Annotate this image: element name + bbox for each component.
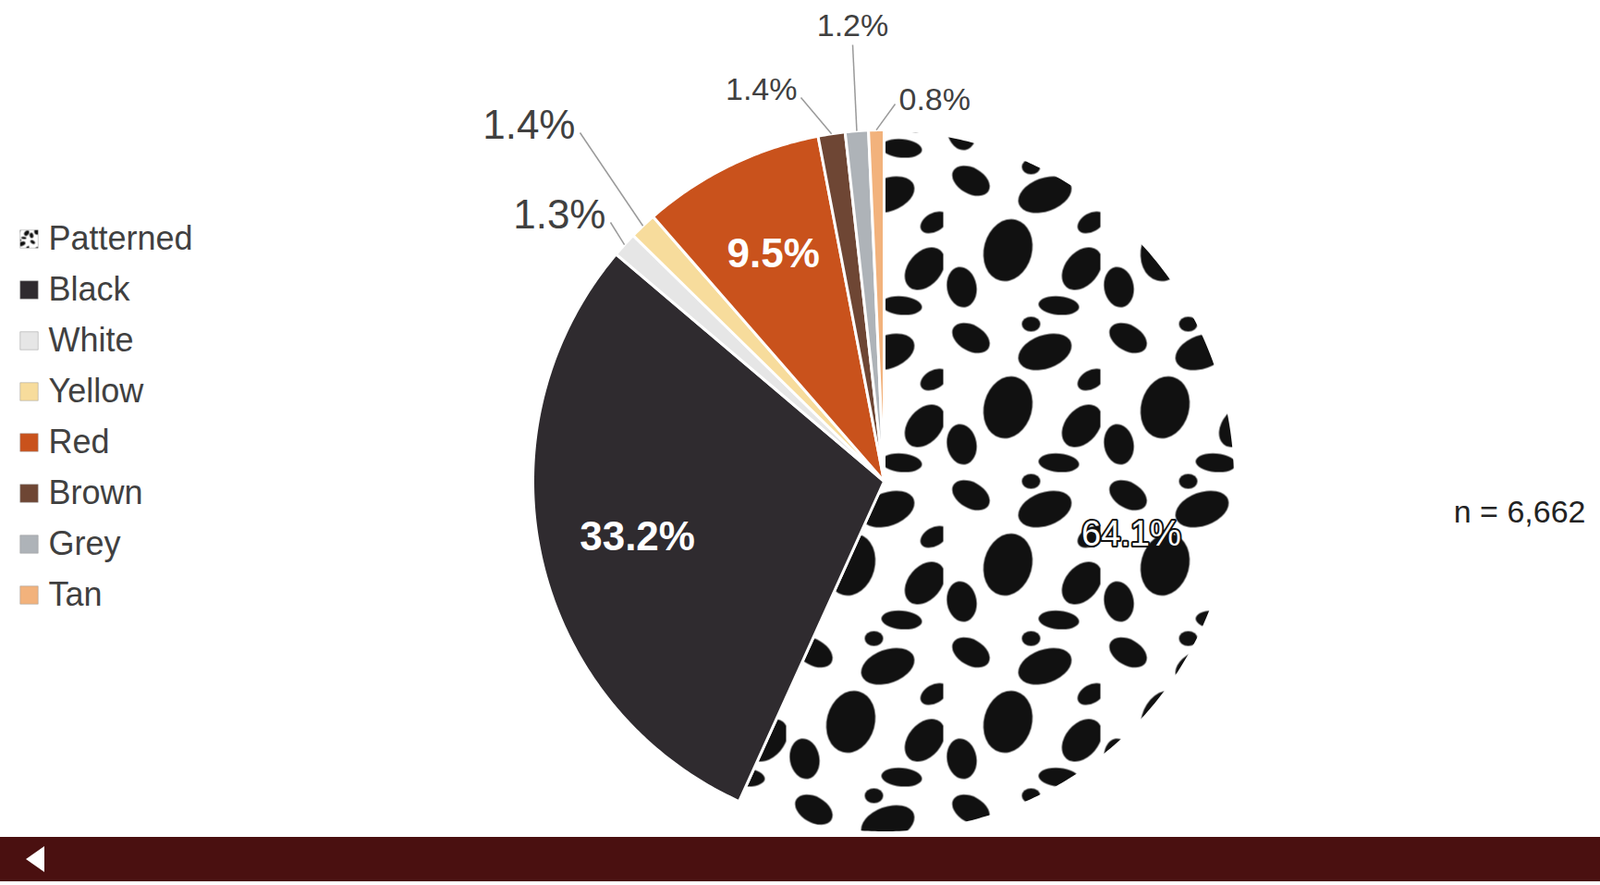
- svg-text:Tan: Tan: [48, 574, 103, 613]
- svg-text:Red: Red: [48, 422, 110, 461]
- svg-text:Brown: Brown: [48, 473, 144, 512]
- svg-text:1.3%: 1.3%: [512, 191, 606, 237]
- svg-text:Yellow: Yellow: [48, 371, 146, 410]
- svg-text:1.2%: 1.2%: [817, 7, 890, 43]
- svg-text:1.4%: 1.4%: [725, 71, 798, 107]
- svg-text:1.4%: 1.4%: [482, 101, 575, 147]
- svg-text:64.1%: 64.1%: [1081, 513, 1182, 553]
- svg-text:Black: Black: [48, 269, 132, 308]
- svg-text:Grey: Grey: [48, 524, 122, 562]
- svg-text:White: White: [48, 320, 135, 359]
- svg-text:0.8%: 0.8%: [899, 81, 972, 117]
- svg-text:33.2%: 33.2%: [579, 512, 696, 559]
- svg-text:Patterned: Patterned: [48, 219, 194, 257]
- svg-text:n = 6,662: n = 6,662: [1453, 493, 1587, 529]
- svg-text:9.5%: 9.5%: [726, 230, 819, 276]
